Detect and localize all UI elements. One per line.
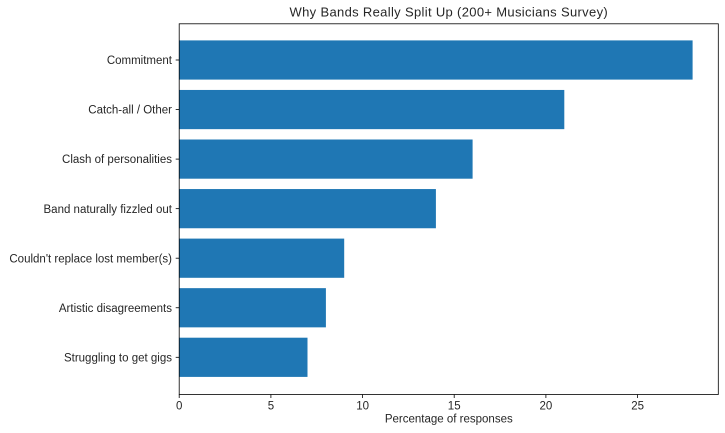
svg-text:Couldn't replace lost member(s: Couldn't replace lost member(s) xyxy=(9,253,172,265)
svg-text:Percentage of responses: Percentage of responses xyxy=(385,413,513,425)
svg-text:20: 20 xyxy=(540,400,553,412)
svg-text:Catch-all / Other: Catch-all / Other xyxy=(88,105,172,117)
svg-text:Why Bands Really Split Up (200: Why Bands Really Split Up (200+ Musician… xyxy=(290,5,609,20)
svg-text:10: 10 xyxy=(356,400,369,412)
svg-text:5: 5 xyxy=(268,400,274,412)
svg-text:Artistic disagreements: Artistic disagreements xyxy=(59,303,172,315)
svg-text:Clash of personalities: Clash of personalities xyxy=(62,154,172,166)
svg-text:15: 15 xyxy=(448,400,461,412)
svg-text:Struggling to get gigs: Struggling to get gigs xyxy=(64,352,172,364)
svg-text:Commitment: Commitment xyxy=(107,55,173,67)
svg-text:25: 25 xyxy=(631,400,644,412)
svg-text:Band naturally fizzled out: Band naturally fizzled out xyxy=(44,204,173,216)
svg-text:0: 0 xyxy=(176,400,182,412)
